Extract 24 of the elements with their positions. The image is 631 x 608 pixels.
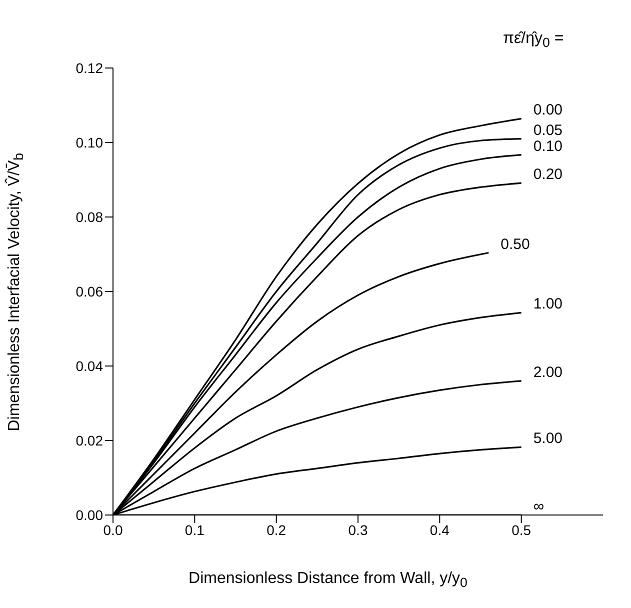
y-tick-label: 0.06 (76, 283, 104, 300)
y-tick-label: 0.04 (76, 358, 104, 374)
y-tick-label: 0.12 (76, 60, 104, 76)
series-label: 1.00 (533, 296, 563, 313)
x-tick-label: 0.4 (430, 522, 450, 538)
legend-title: πε̂/η̂y$_{0}$ = (503, 30, 564, 50)
series-label: 0.10 (533, 138, 563, 155)
y-tick-label: 0.02 (76, 432, 104, 448)
y-tick-label: 0.10 (76, 134, 104, 150)
x-tick-label: 0.2 (266, 522, 286, 538)
x-tick-label: 0.0 (103, 522, 123, 538)
x-tick-label: 0.3 (348, 522, 368, 538)
series-label: 5.00 (533, 430, 563, 448)
series-label: 2.00 (533, 364, 563, 381)
series-label: 0.20 (533, 166, 563, 184)
series-label: 0.50 (500, 236, 530, 253)
y-tick-label: 0.08 (76, 208, 104, 225)
x-tick-label: 0.1 (184, 522, 205, 538)
x-axis-title: Dimensionless Distance from Wall, y/y$_{0}$ (188, 570, 468, 590)
series-label: 0.00 (533, 102, 563, 119)
series-label: ∞ (533, 498, 544, 515)
x-tick-label: 0.5 (512, 522, 532, 538)
y-tick-label: 0.00 (76, 506, 104, 523)
series-label: 0.05 (533, 122, 563, 139)
